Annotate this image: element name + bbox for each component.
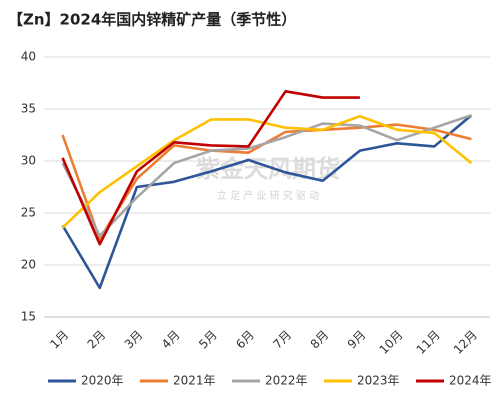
x-tick-label: 3月	[122, 328, 146, 352]
x-tick-label: 6月	[233, 328, 257, 352]
y-tick-label: 25	[21, 206, 36, 220]
x-tick-label: 7月	[270, 328, 294, 352]
x-tick-label: 12月	[451, 328, 480, 357]
x-tick-label: 4月	[159, 328, 183, 352]
y-tick-label: 40	[21, 50, 36, 64]
x-tick-label: 10月	[376, 328, 405, 357]
legend-label: 2020年	[81, 374, 124, 388]
y-tick-label: 20	[21, 258, 36, 272]
legend-label: 2022年	[265, 374, 308, 388]
chart-title: 【Zn】2024年国内锌精矿产量（季节性）	[8, 11, 296, 29]
legend-label: 2023年	[357, 374, 400, 388]
x-tick-label: 11月	[414, 328, 443, 357]
x-tick-label: 8月	[308, 328, 332, 352]
series-line	[61, 114, 472, 238]
x-tick-label: 2月	[85, 328, 109, 352]
legend-label: 2024年	[449, 374, 492, 388]
series-line	[61, 114, 473, 229]
y-tick-label: 30	[21, 154, 36, 168]
legend-label: 2021年	[173, 374, 216, 388]
x-tick-label: 5月	[196, 328, 220, 352]
x-tick-label: 1月	[47, 328, 71, 352]
x-tick-label: 9月	[345, 328, 369, 352]
watermark-subtitle: 立 足 产 业 研 究 驱 动	[217, 189, 319, 202]
y-tick-label: 15	[21, 310, 36, 324]
series-line	[61, 90, 360, 246]
y-tick-label: 35	[21, 102, 36, 116]
